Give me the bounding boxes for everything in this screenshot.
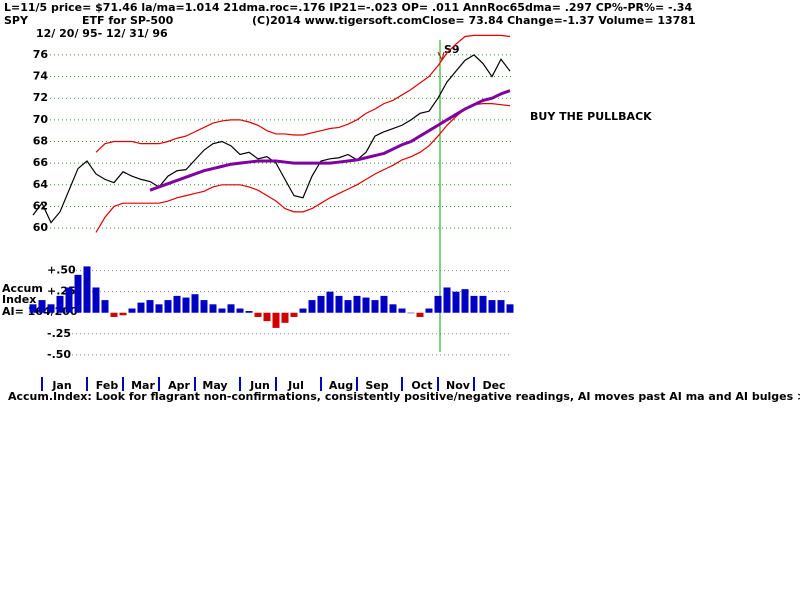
series-line [95, 103, 511, 233]
bar [380, 295, 388, 313]
series-line [95, 34, 511, 153]
quote: Close= 73.84 Change=-1.37 Volume= 13781 [422, 14, 696, 27]
y-tick-label: -.25 [47, 327, 71, 340]
bar [281, 312, 289, 323]
x-tick-label: Nov [446, 379, 471, 392]
x-tick-label: Jun [249, 379, 270, 392]
bar [371, 300, 379, 313]
bar [182, 297, 190, 313]
bar [416, 312, 424, 317]
bar [227, 304, 235, 313]
series-line [32, 54, 511, 224]
bar [497, 300, 505, 313]
bar [83, 266, 91, 313]
x-tick-label: Jan [51, 379, 71, 392]
bar [290, 312, 298, 317]
bar [128, 308, 136, 313]
x-tick-label: Mar [131, 379, 155, 392]
bar [254, 312, 262, 317]
bar [272, 312, 280, 328]
y-tick-label: +.50 [47, 264, 76, 277]
bar [236, 308, 244, 313]
bar [353, 295, 361, 313]
series-line [149, 89, 511, 192]
bar [56, 295, 64, 313]
bar [155, 304, 163, 313]
bar [173, 295, 181, 313]
bar [164, 300, 172, 313]
x-tick-label: Jul [287, 379, 304, 392]
bar [92, 287, 100, 313]
panel-title: Index [2, 293, 36, 306]
annotation: S9 [444, 43, 460, 56]
bar [191, 294, 199, 313]
x-tick-label: Oct [411, 379, 432, 392]
bar [362, 297, 370, 313]
footer-note: Accum.Index: Look for flagrant non-confi… [8, 390, 800, 403]
bar [74, 274, 82, 313]
symbol: SPY [4, 14, 29, 27]
bar [335, 295, 343, 313]
date-range: 12/ 20/ 95- 12/ 31/ 96 [36, 27, 168, 40]
bar [425, 308, 433, 313]
x-tick-label: Feb [96, 379, 119, 392]
bar [146, 300, 154, 313]
x-tick-label: Aug [329, 379, 353, 392]
bar [326, 291, 334, 313]
bar [65, 287, 73, 313]
bar [200, 300, 208, 313]
x-tick-label: Sep [365, 379, 388, 392]
y-tick-label: -.50 [47, 348, 71, 361]
bar [488, 300, 496, 313]
bar [434, 295, 442, 313]
y-tick-label: 72 [33, 91, 48, 104]
bar [299, 308, 307, 313]
bar [479, 295, 487, 313]
bar [443, 287, 451, 313]
fund-name: ETF for SP-500 [82, 14, 174, 27]
bar [506, 304, 514, 313]
y-tick-label: 60 [33, 221, 49, 234]
bar [407, 312, 415, 314]
bar [101, 300, 109, 313]
annotation: BUY THE PULLBACK [530, 110, 652, 123]
copyright: (C)2014 www.tigersoft.com [252, 14, 422, 27]
y-tick-label: 68 [33, 134, 48, 147]
bar [245, 311, 253, 313]
bar [209, 304, 217, 313]
panel-title: Accum [2, 282, 43, 295]
bar [452, 291, 460, 313]
x-tick-label: May [202, 379, 227, 392]
bar [38, 300, 46, 313]
y-tick-label: 70 [33, 113, 49, 126]
bar [461, 289, 469, 313]
bar [398, 308, 406, 313]
y-tick-label: 66 [33, 156, 49, 169]
bar [389, 304, 397, 313]
x-tick-label: Apr [168, 379, 190, 392]
y-tick-label: 76 [33, 48, 49, 61]
bar [137, 302, 145, 313]
bar [344, 300, 352, 313]
x-tick-label: Dec [482, 379, 505, 392]
bar [110, 312, 118, 317]
y-tick-label: 74 [33, 70, 49, 83]
bar [29, 304, 37, 313]
bar [263, 312, 271, 322]
bar [317, 295, 325, 313]
bar [47, 304, 55, 313]
y-tick-label: 64 [33, 178, 49, 191]
bar [119, 312, 127, 316]
bar [308, 300, 316, 313]
header-line: L=11/5 price= $71.46 la/ma=1.014 21dma.r… [4, 1, 692, 14]
bar [218, 308, 226, 313]
bar [470, 295, 478, 313]
